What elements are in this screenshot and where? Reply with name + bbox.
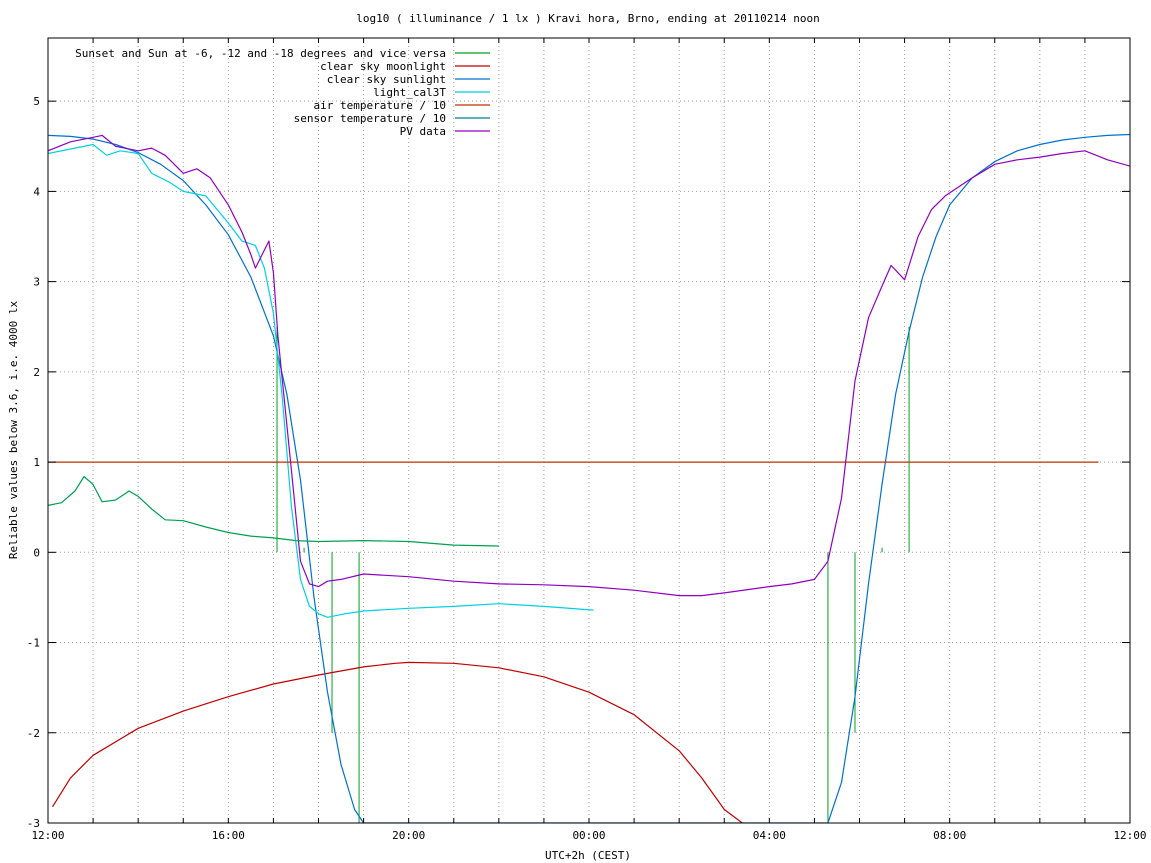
x-axis-label: UTC+2h (CEST) [545,849,631,862]
series-6 [48,134,1130,597]
series-7 [48,475,499,547]
legend-label: light_cal3T [373,86,446,99]
x-tick-label: 16:00 [212,829,245,842]
y-tick-label: 1 [33,456,40,469]
y-tick-label: 4 [33,185,40,198]
series-layer [48,133,1130,823]
y-tick-label: -1 [27,637,40,650]
series-line [48,475,499,547]
x-tick-label: 08:00 [933,829,966,842]
y-tick-label: 5 [33,95,40,108]
legend-label: sensor temperature / 10 [294,112,446,125]
series-line [48,134,1130,597]
series-1 [51,661,743,823]
legend-label: PV data [400,125,446,138]
series-3 [48,143,594,618]
x-tick-label: 04:00 [753,829,786,842]
x-tick-label: 12:00 [31,829,64,842]
legend-label: Sunset and Sun at -6, -12 and -18 degree… [75,47,446,60]
y-tick-label: 3 [33,276,40,289]
series-2 [48,133,1130,823]
axis-ticks: -3 -2 -1 0 1 2 3 4 5 12:00 16:00 20:00 00:00 04:00 08:… [27,38,1147,842]
x-tick-label: 20:00 [392,829,425,842]
chart-title: log10 ( illuminance / 1 lx ) Kravi hora,… [356,12,820,25]
y-tick-label: 2 [33,366,40,379]
x-tick-label: 12:00 [1113,829,1146,842]
legend-label: clear sky moonlight [320,60,446,73]
series-0 [276,326,910,823]
series-line [51,661,743,823]
y-tick-label: 0 [33,546,40,559]
series-line [48,133,1130,823]
y-axis-label: Reliable values below 3.6, i.e. 4000 lx [7,300,20,559]
legend-label: air temperature / 10 [314,99,446,112]
legend: Sunset and Sun at -6, -12 and -18 degree… [75,47,490,138]
y-tick-label: -3 [27,817,40,830]
y-tick-label: -2 [27,727,40,740]
series-line [48,143,594,618]
legend-label: clear sky sunlight [327,73,446,86]
x-tick-label: 00:00 [572,829,605,842]
grid [48,38,1130,823]
